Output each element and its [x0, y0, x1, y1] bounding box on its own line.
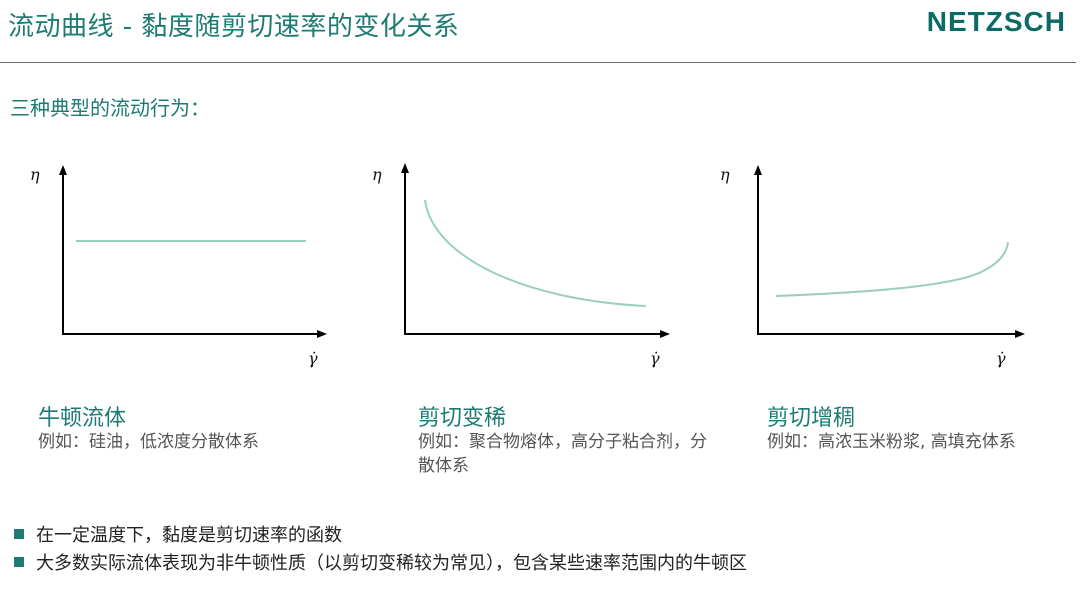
shear-thinning-title: 剪切变稀: [418, 406, 507, 431]
newtonian-title: 牛顿流体: [38, 406, 127, 431]
section-subtitle: 三种典型的流动行为：: [10, 96, 210, 120]
shear-thickening-description: 例如：高浓玉米粉浆, 高填充体系: [767, 432, 1016, 452]
shear-thickening-title: 剪切增稠: [767, 406, 856, 431]
shear-rate-axis-label: γ̇: [650, 349, 660, 368]
netzsch-logo: NETZSCH: [926, 6, 1066, 37]
shear-rate-axis-label: γ̇: [996, 349, 1006, 368]
bullet-square-icon: [14, 557, 24, 567]
bullet-square-icon: [14, 529, 24, 539]
bullet-text: 在一定温度下，黏度是剪切速率的函数: [36, 525, 342, 546]
diagram-shear-thinning: η γ̇: [372, 163, 670, 368]
bullet-item: 大多数实际流体表现为非牛顿性质（以剪切变稀较为常见），包含某些速率范围内的牛顿区: [10, 548, 747, 576]
newtonian-description: 例如：硅油，低浓度分散体系: [38, 432, 259, 452]
diagram-newtonian: η γ̇: [30, 165, 327, 368]
header-divider: [0, 62, 1076, 63]
diagram-shear-thickening: η γ̇: [720, 165, 1025, 368]
page-title: 流动曲线 - 黏度随剪切速率的变化关系: [8, 12, 460, 42]
bullet-item: 在一定温度下，黏度是剪切速率的函数: [10, 520, 747, 548]
shear-rate-axis-label: γ̇: [308, 349, 318, 368]
viscosity-axis-label: η: [30, 165, 40, 184]
viscosity-axis-label: η: [372, 165, 382, 184]
shear-thickening-curve: [775, 241, 1009, 297]
viscosity-axis-label: η: [720, 165, 730, 184]
shear-thinning-curve: [424, 199, 647, 307]
bullet-text: 大多数实际流体表现为非牛顿性质（以剪切变稀较为常见），包含某些速率范围内的牛顿区: [36, 553, 747, 574]
shear-thinning-description: 例如：聚合物熔体，高分子粘合剂，分散体系: [418, 432, 707, 476]
bullet-list: 在一定温度下，黏度是剪切速率的函数 大多数实际流体表现为非牛顿性质（以剪切变稀较…: [10, 520, 747, 576]
flow-curve-diagrams: η γ̇ η γ̇ η γ̇: [30, 163, 1025, 368]
